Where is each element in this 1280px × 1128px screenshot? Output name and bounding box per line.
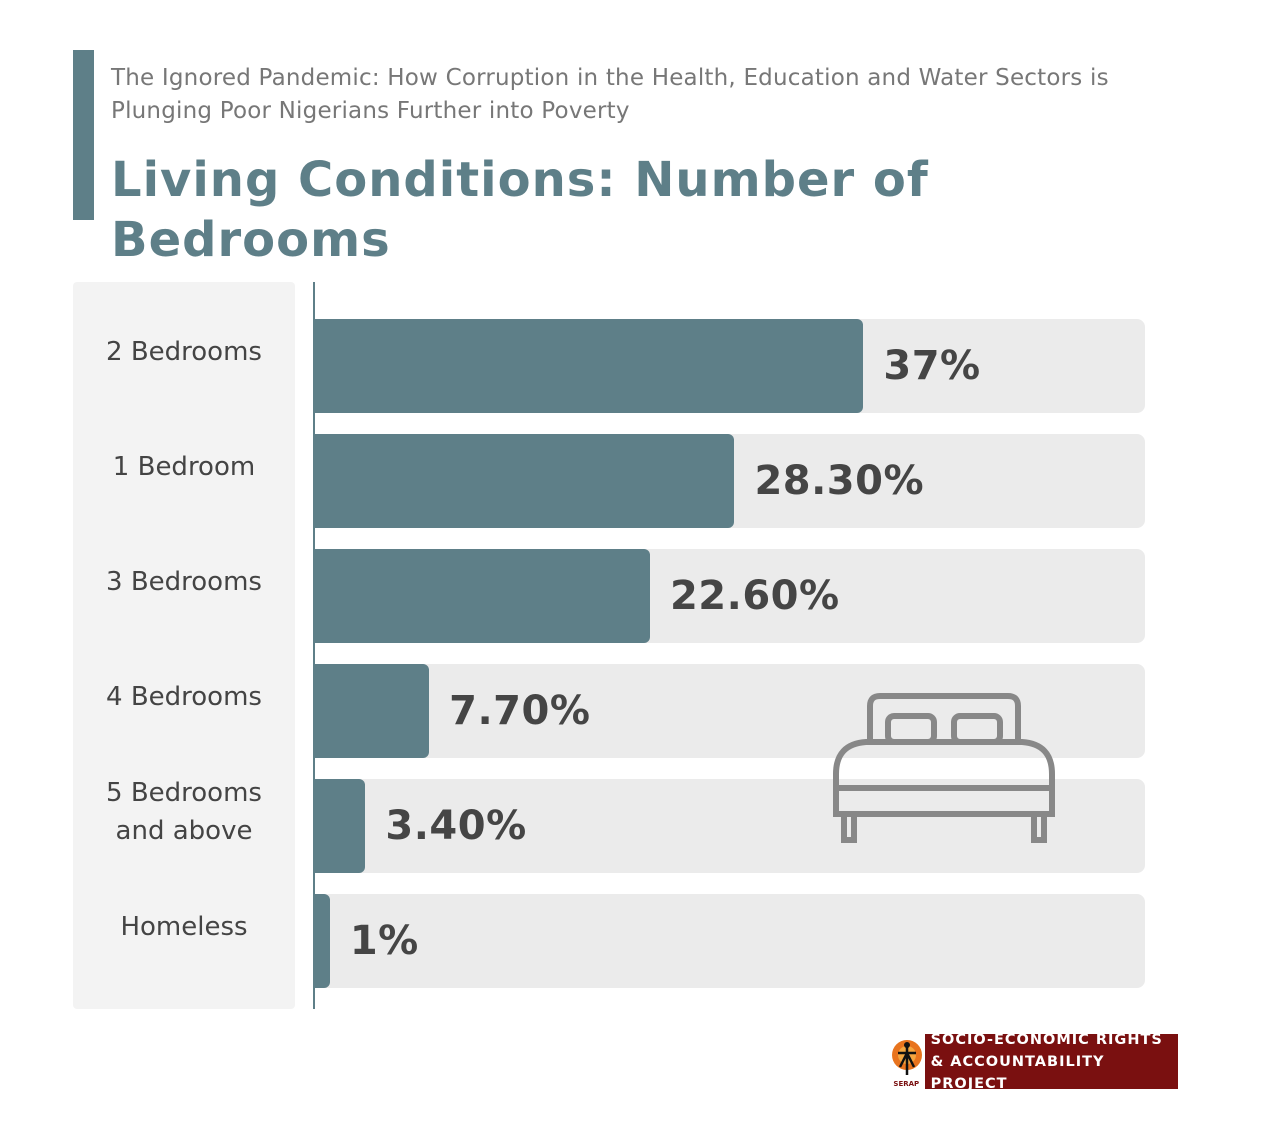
bar — [315, 434, 735, 528]
data-label: 37% — [883, 343, 981, 389]
bar-track — [315, 779, 1145, 873]
category-label: Homeless — [120, 912, 248, 942]
title-accent-bar — [73, 50, 94, 220]
logo-abbreviation: SERAP — [893, 1080, 920, 1088]
bar-track — [315, 894, 1145, 988]
logo-text: SOCIO-ECONOMIC RIGHTS & ACCOUNTABILITY P… — [925, 1029, 1178, 1095]
data-label: 28.30% — [754, 458, 925, 504]
category-label: 1 Bedroom — [112, 452, 256, 482]
logo-line-1: SOCIO-ECONOMIC RIGHTS — [930, 1031, 1163, 1048]
logo-line-2: & ACCOUNTABILITY PROJECT — [930, 1053, 1105, 1092]
serap-logo-icon: SERAP — [888, 1034, 925, 1089]
bar — [315, 549, 650, 643]
report-subtitle: The Ignored Pandemic: How Corruption in … — [111, 62, 1171, 128]
data-label: 7.70% — [449, 688, 591, 734]
data-label: 3.40% — [385, 803, 527, 849]
bar — [315, 894, 330, 988]
subtitle-line-2: Plunging Poor Nigerians Further into Pov… — [111, 98, 630, 124]
category-label: 3 Bedrooms — [106, 567, 262, 597]
data-label: 22.60% — [669, 573, 840, 619]
bar — [315, 779, 366, 873]
category-label: 2 Bedrooms — [106, 337, 262, 367]
category-label-panel — [73, 282, 295, 1009]
category-label: 5 Bedrooms and above — [106, 778, 262, 846]
subtitle-line-1: The Ignored Pandemic: How Corruption in … — [111, 65, 1109, 91]
chart-title: Living Conditions: Number of Bedrooms — [111, 152, 929, 268]
data-label: 1% — [349, 918, 419, 964]
bar — [315, 664, 430, 758]
category-label: 4 Bedrooms — [106, 682, 262, 712]
serap-logo: SERAP SOCIO-ECONOMIC RIGHTS & ACCOUNTABI… — [888, 1032, 1178, 1092]
bar — [315, 319, 864, 413]
bed-icon — [833, 693, 1055, 843]
chart-axis-line — [313, 282, 315, 1009]
